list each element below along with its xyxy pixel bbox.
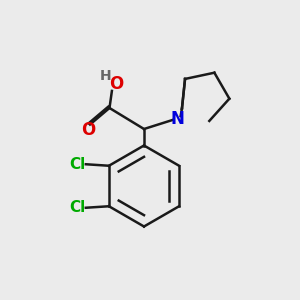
Text: Cl: Cl: [69, 200, 85, 215]
Text: O: O: [109, 75, 123, 93]
Text: O: O: [81, 121, 96, 139]
Text: H: H: [100, 69, 112, 83]
Text: N: N: [170, 110, 184, 128]
Text: Cl: Cl: [69, 157, 85, 172]
